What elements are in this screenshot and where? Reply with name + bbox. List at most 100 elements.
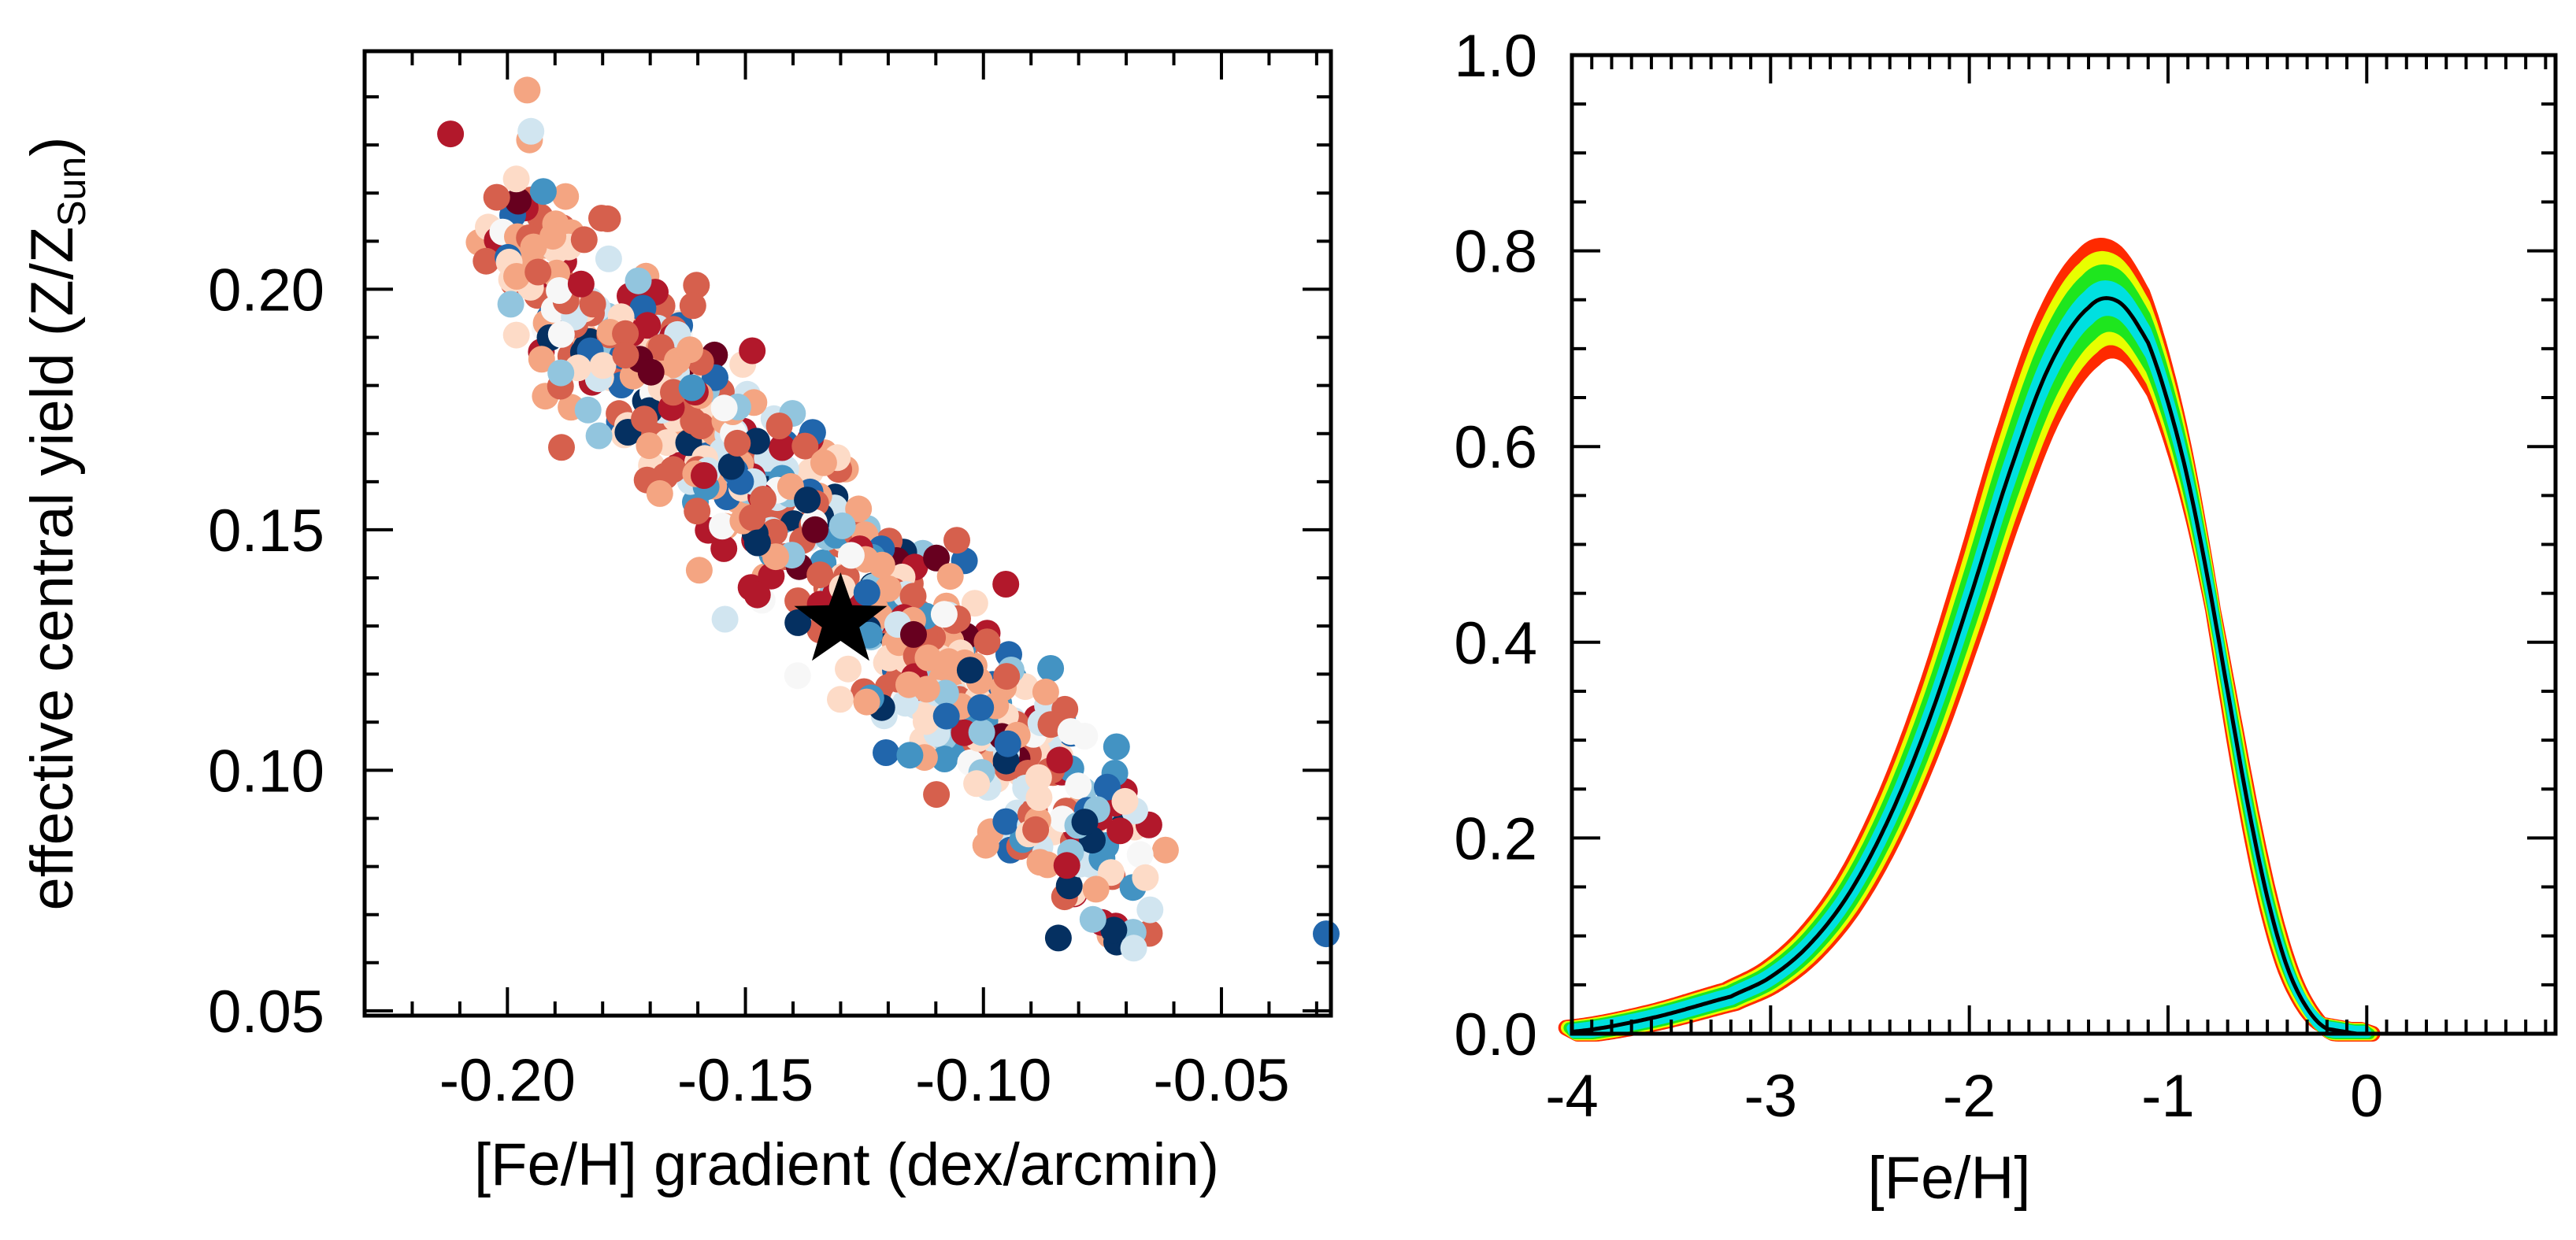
scatter-point <box>724 429 751 457</box>
scatter-point <box>853 579 880 606</box>
scatter-point <box>914 644 942 672</box>
best-fit-star <box>794 572 888 661</box>
scatter-point <box>502 165 530 193</box>
scatter-point <box>1046 746 1073 774</box>
y-tick-label: 0.2 <box>1454 805 1537 872</box>
scatter-point <box>709 513 736 540</box>
scatter-point <box>743 529 771 557</box>
left-scatter-panel: -0.20 -0.15 -0.10 -0.05 0.05 0.10 0.15 0.20 [F… <box>19 49 1340 1198</box>
scatter-point <box>739 337 766 365</box>
scatter-point <box>794 487 821 514</box>
scatter-point <box>1037 655 1065 682</box>
scatter-point <box>646 479 673 507</box>
scatter-point <box>1025 764 1052 791</box>
scatter-point <box>678 374 706 402</box>
scatter-point <box>896 742 924 769</box>
right-y-tick-labels: 0.0 0.2 0.4 0.6 0.8 1.0 <box>1454 23 1537 1068</box>
scatter-point <box>1132 864 1159 891</box>
x-tick-label: -0.10 <box>915 1047 1051 1114</box>
scatter-point <box>828 512 856 539</box>
scatter-point <box>589 352 617 379</box>
scatter-point <box>936 563 964 590</box>
scatter-point <box>636 432 663 460</box>
scatter-point <box>810 449 837 476</box>
scatter-point <box>1025 784 1053 811</box>
scatter-point <box>520 233 547 261</box>
scatter-point <box>900 620 927 648</box>
scatter-point <box>1126 841 1154 868</box>
scatter-point <box>802 516 829 543</box>
scatter-point <box>497 291 524 318</box>
scatter-point <box>784 662 811 690</box>
scatter-point <box>574 396 602 424</box>
scatter-point <box>784 609 812 636</box>
scatter-point <box>743 428 770 455</box>
scatter-point <box>923 781 951 809</box>
scatter-point <box>579 291 606 318</box>
scatter-point <box>972 831 999 859</box>
scatter-point <box>552 183 580 210</box>
scatter-point <box>899 583 927 610</box>
scatter-point <box>1082 875 1110 903</box>
scatter-point <box>503 263 530 290</box>
y-tick-label: 0.15 <box>208 498 324 564</box>
x-tick-label: -4 <box>1545 1063 1599 1130</box>
scatter-point <box>913 676 940 703</box>
scatter-point <box>710 394 738 422</box>
scatter-point <box>1065 772 1092 800</box>
left-y-axis-title: effective central yield (Z/ZSun) <box>19 137 94 911</box>
left-x-axis-title: [Fe/H] gradient (dex/arcmin) <box>474 1131 1219 1198</box>
scatter-point <box>711 605 739 633</box>
scatter-point <box>835 655 862 683</box>
scatter-point <box>679 292 706 320</box>
scatter-point <box>931 746 958 772</box>
scatter-point <box>930 601 958 628</box>
left-axis-ticks <box>365 51 1331 1016</box>
scatter-point <box>973 628 1001 656</box>
scatter-point <box>1071 809 1099 836</box>
scatter-point <box>1079 905 1106 933</box>
mdf-curve <box>1571 296 2367 1036</box>
scatter-point <box>739 504 766 531</box>
right-axis-ticks <box>1570 54 2556 1035</box>
scatter-point <box>625 267 652 294</box>
scatter-point <box>1106 817 1134 845</box>
scatter-point <box>1022 816 1050 843</box>
scatter-point <box>868 551 895 579</box>
scatter-point <box>1136 896 1164 924</box>
best-fit-star-marker <box>794 572 888 661</box>
scatter-point <box>473 247 500 275</box>
scatter-point <box>517 117 545 145</box>
scatter-point <box>1032 678 1059 705</box>
scatter-point <box>585 422 613 450</box>
y-tick-label: 1.0 <box>1454 23 1537 90</box>
scatter-point <box>1111 787 1139 815</box>
scatter-points <box>437 76 1340 962</box>
scatter-point <box>1026 849 1054 876</box>
scatter-point <box>992 808 1020 835</box>
y-axis-title-main: effective central yield (Z/Z <box>19 227 86 911</box>
y-tick-label: 0.0 <box>1454 1001 1537 1068</box>
scatter-point <box>547 359 575 387</box>
scatter-point <box>873 739 899 766</box>
scatter-point <box>1055 872 1083 900</box>
scatter-point <box>769 434 796 461</box>
scatter-point <box>1044 924 1072 952</box>
scatter-point <box>994 730 1021 757</box>
scatter-point <box>483 183 510 211</box>
scatter-point <box>932 702 960 730</box>
scatter-point <box>923 544 951 572</box>
scatter-point <box>806 561 834 589</box>
scatter-point <box>505 187 532 215</box>
y-axis-title-close: ) <box>19 137 86 157</box>
scatter-point <box>631 405 658 433</box>
x-tick-label: -3 <box>1744 1063 1798 1130</box>
y-tick-label: 0.05 <box>208 979 324 1046</box>
scatter-point <box>1151 836 1179 864</box>
x-tick-label: -2 <box>1943 1063 1996 1130</box>
scatter-point <box>943 527 970 554</box>
scatter-point <box>743 581 771 609</box>
scatter-point <box>956 657 984 684</box>
scatter-point <box>992 571 1020 598</box>
scatter-point <box>963 770 991 798</box>
